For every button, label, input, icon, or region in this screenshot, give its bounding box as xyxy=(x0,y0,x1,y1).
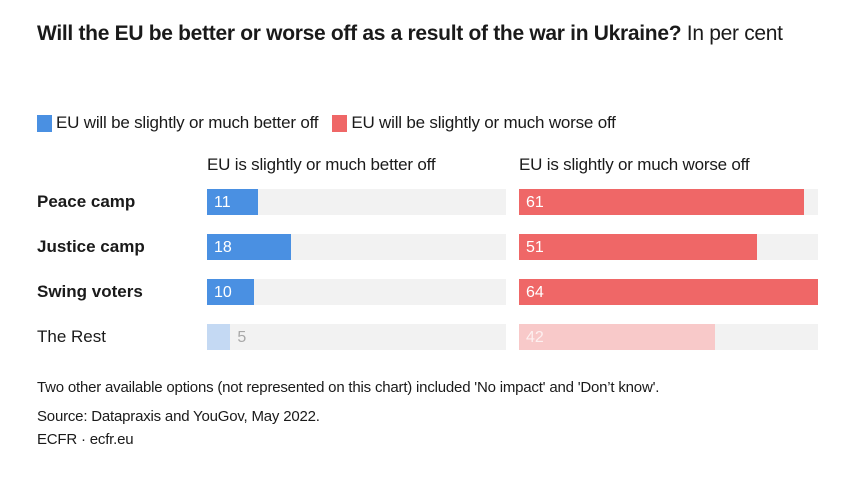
bar-track: 42 xyxy=(519,324,818,350)
data-label: 42 xyxy=(526,329,544,346)
legend-swatch-worse xyxy=(332,114,348,132)
data-label: 51 xyxy=(526,239,544,256)
row-label-justice-camp: Justice camp xyxy=(37,237,145,256)
panel-header-better: EU is slightly or much better off xyxy=(207,155,436,174)
data-label: 10 xyxy=(214,284,232,301)
bar-worse-peace-camp xyxy=(519,189,804,215)
footer-note: Two other available options (not represe… xyxy=(37,379,660,396)
bar-track: 5 xyxy=(207,324,506,350)
row-label-swing-voters: Swing voters xyxy=(37,282,143,301)
bar-better-the-rest xyxy=(207,324,231,350)
data-label: 64 xyxy=(526,284,544,301)
bar-better-swing-voters xyxy=(207,279,254,305)
bar-worse-swing-voters xyxy=(519,279,818,305)
bar-track: 11 xyxy=(207,189,506,215)
chart-title-bold: Will the EU be better or worse off as a … xyxy=(37,22,682,45)
row-label-peace-camp: Peace camp xyxy=(37,192,136,211)
data-label: 5 xyxy=(237,329,247,346)
legend-item-better: EU will be slightly or much better off xyxy=(37,113,319,133)
row-label-the-rest: The Rest xyxy=(37,327,106,346)
bar-track: 61 xyxy=(519,189,818,215)
panel-header-worse: EU is slightly or much worse off xyxy=(519,155,750,174)
footer-credit: ECFR · ecfr.eu xyxy=(37,431,134,448)
chart-title: Will the EU be better or worse off as a … xyxy=(37,18,837,50)
footer-source: Source: Datapraxis and YouGov, May 2022. xyxy=(37,408,320,425)
chart-title-unit: In per cent xyxy=(681,22,783,45)
data-label: 11 xyxy=(214,194,231,211)
data-label: 18 xyxy=(214,239,232,256)
bar-track: 10 xyxy=(207,279,506,305)
data-label: 61 xyxy=(526,194,544,211)
legend-label-worse: EU will be slightly or much worse off xyxy=(351,113,616,132)
bar-better-peace-camp xyxy=(207,189,259,215)
legend: EU will be slightly or much better off E… xyxy=(37,113,630,133)
legend-swatch-better xyxy=(37,114,52,132)
legend-item-worse: EU will be slightly or much worse off xyxy=(332,113,616,133)
bar-better-justice-camp xyxy=(207,234,292,260)
bar-worse-justice-camp xyxy=(519,234,758,260)
legend-label-better: EU will be slightly or much better off xyxy=(56,113,319,132)
bar-track: 51 xyxy=(519,234,818,260)
bar-track: 18 xyxy=(207,234,506,260)
bar-worse-the-rest xyxy=(519,324,716,350)
bar-track: 64 xyxy=(519,279,818,305)
